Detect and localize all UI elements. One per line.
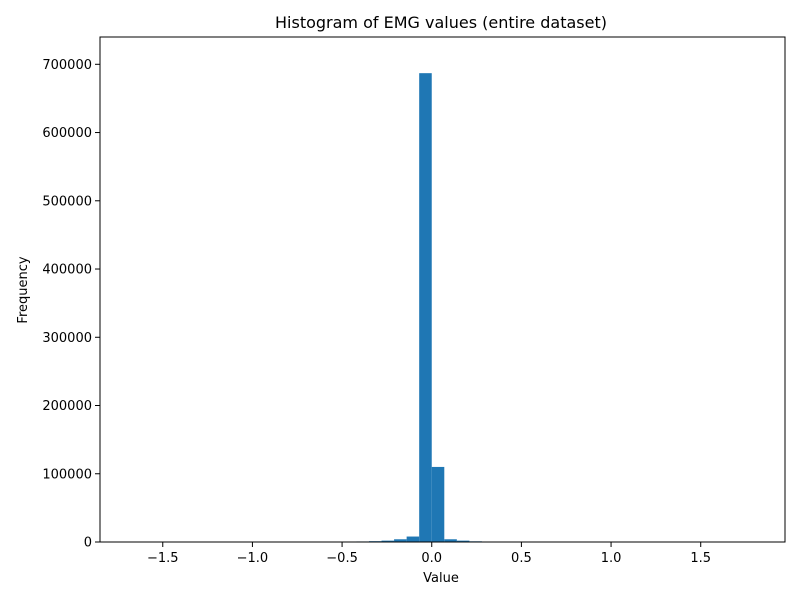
y-tick-label: 0 (84, 536, 92, 551)
histogram-bar (456, 540, 470, 542)
x-tick-label: 1.0 (601, 551, 622, 566)
x-tick-label: −1.5 (147, 551, 179, 566)
y-axis-label: Frequency (16, 256, 31, 323)
x-tick-label: 0.0 (421, 551, 442, 566)
bars-group (343, 73, 520, 543)
histogram-bar (394, 539, 407, 542)
histogram-bar (431, 466, 445, 542)
x-axis-label: Value (423, 571, 459, 586)
x-tick-label: −1.0 (237, 551, 269, 566)
x-tick-label: −0.5 (326, 551, 358, 566)
x-axis-ticks: −1.5 −1.0 −0.5 0.0 0.5 1.0 1.5 (147, 542, 711, 566)
chart-title: Histogram of EMG values (entire dataset) (275, 13, 607, 32)
y-axis-ticks: 0 100000 200000 300000 400000 500000 600000 700… (42, 58, 100, 551)
y-tick-label: 400000 (42, 263, 92, 278)
x-tick-label: 0.5 (511, 551, 532, 566)
y-tick-label: 300000 (42, 331, 92, 346)
y-tick-label: 200000 (42, 399, 92, 414)
y-tick-label: 100000 (42, 467, 92, 482)
histogram-bar (444, 539, 457, 542)
histogram-bar (419, 73, 432, 543)
y-tick-label: 500000 (42, 194, 92, 209)
x-tick-label: 1.5 (690, 551, 711, 566)
y-tick-label: 700000 (42, 58, 92, 73)
plot-frame (99, 36, 786, 543)
histogram-bar (381, 540, 395, 542)
histogram-bar (406, 536, 420, 542)
y-tick-label: 600000 (42, 126, 92, 141)
